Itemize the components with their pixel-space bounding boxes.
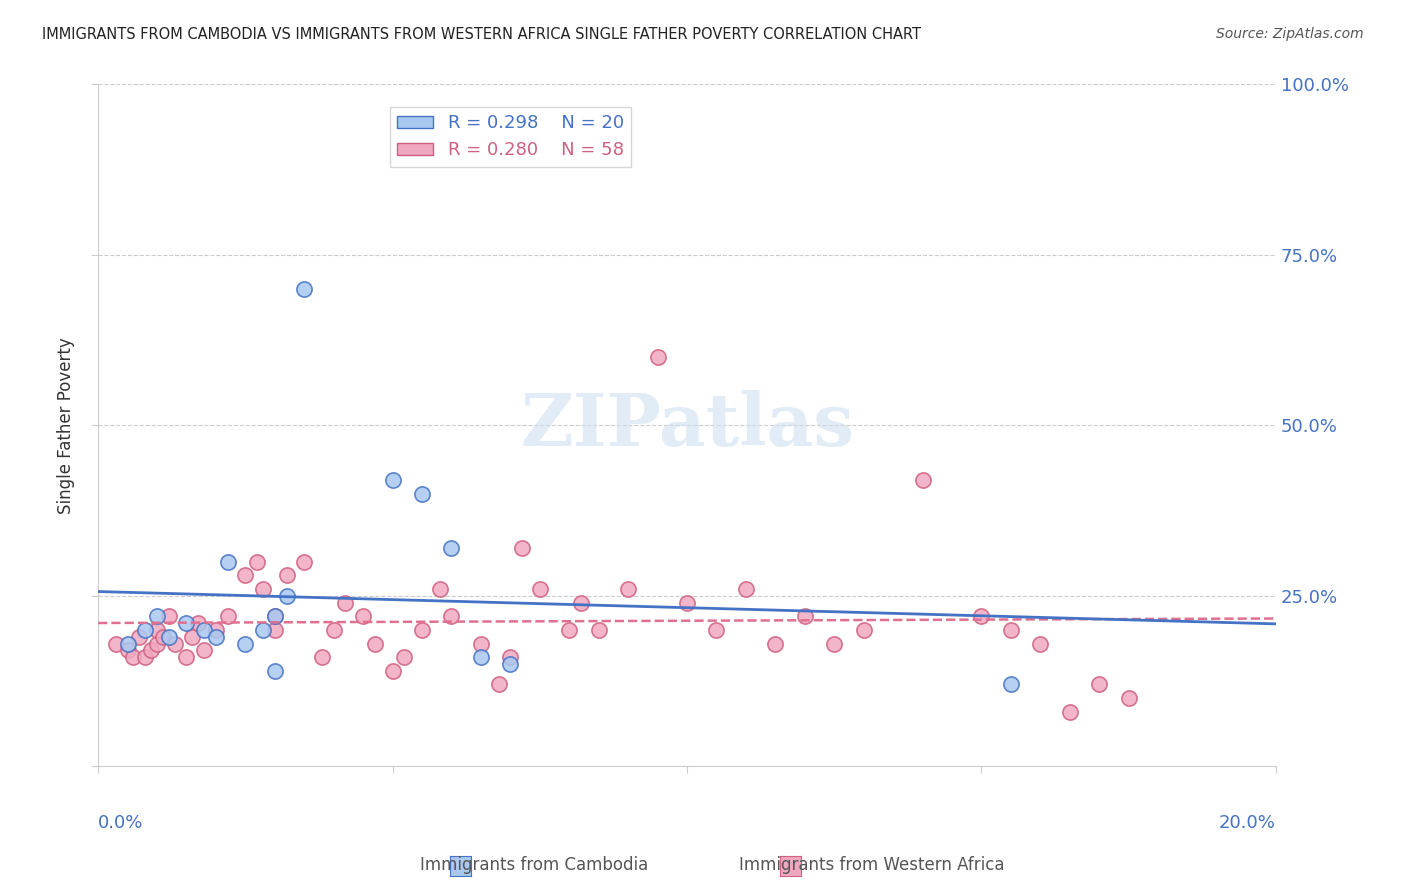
Point — [429, 582, 451, 596]
Point — [763, 637, 786, 651]
Point — [205, 623, 228, 637]
Point — [233, 637, 256, 651]
Point — [104, 637, 127, 651]
Point — [440, 609, 463, 624]
Point — [292, 282, 315, 296]
Text: 0.0%: 0.0% — [98, 814, 143, 832]
Point — [263, 664, 285, 678]
Point — [706, 623, 728, 637]
Point — [193, 623, 215, 637]
Point — [292, 555, 315, 569]
Point — [128, 630, 150, 644]
Point — [157, 609, 180, 624]
Point — [411, 623, 433, 637]
Point — [217, 609, 239, 624]
Point — [1088, 677, 1111, 691]
Point — [187, 616, 209, 631]
Point — [617, 582, 640, 596]
Point — [335, 596, 357, 610]
Point — [276, 589, 298, 603]
Point — [470, 637, 492, 651]
Point — [263, 609, 285, 624]
Point — [1059, 705, 1081, 719]
Point — [176, 650, 198, 665]
Point — [117, 643, 139, 657]
Point — [394, 650, 416, 665]
Point — [134, 623, 156, 637]
Point — [911, 473, 934, 487]
Point — [152, 630, 174, 644]
Point — [146, 609, 169, 624]
Point — [411, 486, 433, 500]
Point — [823, 637, 845, 651]
Point — [263, 623, 285, 637]
Text: IMMIGRANTS FROM CAMBODIA VS IMMIGRANTS FROM WESTERN AFRICA SINGLE FATHER POVERTY: IMMIGRANTS FROM CAMBODIA VS IMMIGRANTS F… — [42, 27, 921, 42]
Point — [558, 623, 581, 637]
Point — [1000, 623, 1022, 637]
Text: Immigrants from Cambodia: Immigrants from Cambodia — [420, 856, 648, 874]
Point — [1029, 637, 1052, 651]
Point — [134, 650, 156, 665]
Point — [510, 541, 533, 555]
Point — [381, 473, 404, 487]
Point — [322, 623, 344, 637]
Text: Source: ZipAtlas.com: Source: ZipAtlas.com — [1216, 27, 1364, 41]
Point — [735, 582, 758, 596]
Point — [352, 609, 374, 624]
Point — [529, 582, 551, 596]
Point — [793, 609, 815, 624]
Point — [181, 630, 204, 644]
Point — [117, 637, 139, 651]
Point — [217, 555, 239, 569]
Point — [852, 623, 875, 637]
Point — [569, 596, 592, 610]
Point — [499, 657, 522, 671]
Point — [364, 637, 387, 651]
Point — [157, 630, 180, 644]
Point — [676, 596, 699, 610]
Text: Immigrants from Western Africa: Immigrants from Western Africa — [740, 856, 1004, 874]
Point — [176, 616, 198, 631]
Point — [139, 643, 162, 657]
Point — [647, 350, 669, 364]
Point — [146, 637, 169, 651]
Point — [470, 650, 492, 665]
Point — [246, 555, 269, 569]
Legend: R = 0.298    N = 20, R = 0.280    N = 58: R = 0.298 N = 20, R = 0.280 N = 58 — [389, 107, 631, 167]
Point — [205, 630, 228, 644]
Point — [440, 541, 463, 555]
Point — [488, 677, 510, 691]
Point — [252, 623, 274, 637]
Point — [499, 650, 522, 665]
Y-axis label: Single Father Poverty: Single Father Poverty — [58, 337, 75, 514]
Point — [193, 643, 215, 657]
Text: 20.0%: 20.0% — [1219, 814, 1277, 832]
Point — [122, 650, 145, 665]
Point — [252, 582, 274, 596]
Point — [588, 623, 610, 637]
Text: ZIPatlas: ZIPatlas — [520, 390, 853, 461]
Point — [163, 637, 186, 651]
Point — [381, 664, 404, 678]
Point — [970, 609, 993, 624]
Point — [276, 568, 298, 582]
Point — [1000, 677, 1022, 691]
Point — [233, 568, 256, 582]
Point — [263, 609, 285, 624]
Point — [146, 623, 169, 637]
Point — [1118, 691, 1140, 706]
Point — [311, 650, 333, 665]
